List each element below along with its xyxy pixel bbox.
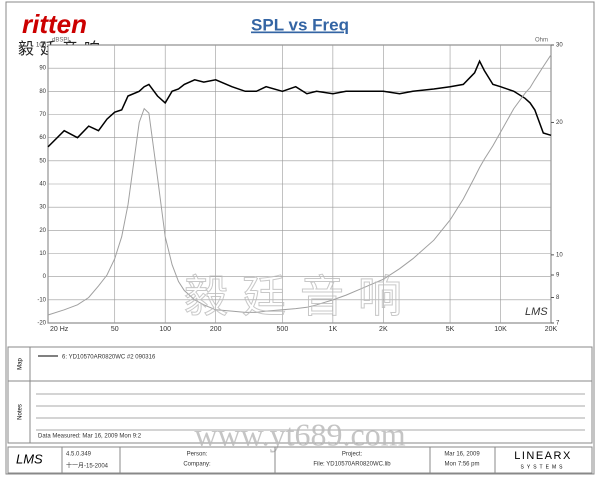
map-label: Map (18, 358, 24, 370)
legend-entry: 6: YD10570AR0820WC #2 090316 (62, 355, 156, 361)
plot-mark: LMS (525, 306, 548, 318)
y-tick-label: 80 (39, 89, 46, 95)
date: Mar 16, 2009 (444, 452, 480, 458)
footer-logo: LMS (16, 451, 43, 466)
y2-tick-label: 8 (556, 295, 560, 301)
y-tick-label: 60 (39, 135, 46, 141)
x-tick-label: 50 (111, 326, 119, 333)
y-tick-label: 90 (39, 66, 46, 72)
version: 4.5.0.349 (66, 452, 92, 458)
y-tick-label: 40 (39, 182, 46, 188)
person: Person: (187, 452, 208, 458)
y-tick-label: -20 (37, 321, 46, 327)
series-line (47, 54, 552, 316)
y2-tick-label: 9 (556, 273, 560, 279)
series-line (47, 59, 552, 148)
brand-sub: SYSTEMS (521, 464, 566, 470)
y-tick-label: 70 (39, 112, 46, 118)
y2-tick-label: 30 (556, 43, 563, 49)
brand: LINEARX (514, 450, 572, 462)
watermark-cn: 毅廷音响 (184, 273, 416, 322)
x-tick-label: 10K (494, 326, 507, 333)
chart-title: SPL vs Freq (251, 15, 349, 34)
x-tick-label: 20K (545, 326, 558, 333)
x-tick-label: 200 (210, 326, 222, 333)
time: Mon 7:56 pm (444, 462, 479, 468)
x-tick-label: 20 Hz (50, 326, 69, 333)
x-tick-label: 5K (446, 326, 455, 333)
notes-label: Notes (18, 404, 24, 420)
y-tick-label: 0 (43, 274, 47, 280)
x-tick-label: 100 (159, 326, 171, 333)
y-tick-label: 10 (39, 251, 46, 257)
y-tick-label: 100 (36, 43, 47, 49)
notes-box (7, 380, 593, 444)
y2-tick-label: 7 (556, 321, 560, 327)
data-measured: Data Measured: Mar 16, 2009 Mon 9:2 (38, 434, 142, 440)
logo: ritten (22, 9, 87, 39)
file: File: YD10570AR0820WC.lib (313, 462, 391, 468)
company: Company: (183, 462, 211, 468)
x-tick-label: 1K (329, 326, 338, 333)
y-axis-label: dBSPL (52, 38, 71, 44)
x-tick-label: 500 (277, 326, 289, 333)
footer (7, 446, 593, 474)
map-box (7, 346, 593, 382)
project: Project: (342, 452, 363, 458)
x-tick-label: 2K (379, 326, 388, 333)
y-tick-label: 50 (39, 158, 46, 164)
y2-tick-label: 20 (556, 120, 563, 126)
y-tick-label: 20 (39, 228, 46, 234)
version-date: 十一月-15-2004 (66, 462, 109, 470)
frame (5, 1, 595, 475)
y-tick-label: -10 (37, 297, 46, 303)
y2-axis-label: Ohm (535, 38, 548, 44)
y-tick-label: 30 (39, 205, 46, 211)
y2-tick-label: 10 (556, 252, 563, 258)
watermark-url: www.yt689.com (194, 416, 405, 452)
